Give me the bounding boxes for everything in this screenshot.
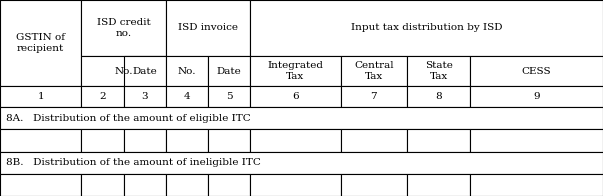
Bar: [81, 86, 124, 107]
Bar: [208, 56, 250, 86]
Bar: [250, 56, 341, 86]
Bar: [166, 0, 250, 56]
Text: State
Tax: State Tax: [425, 61, 453, 81]
Bar: [166, 56, 208, 86]
Text: 3: 3: [142, 92, 148, 101]
Text: ISD credit
no.: ISD credit no.: [96, 18, 151, 38]
Text: Integrated
Tax: Integrated Tax: [268, 61, 323, 81]
Bar: [470, 129, 603, 152]
Text: 9: 9: [534, 92, 540, 101]
Bar: [0, 0, 81, 86]
Bar: [124, 86, 166, 107]
Bar: [124, 56, 166, 86]
Text: 8A.   Distribution of the amount of eligible ITC: 8A. Distribution of the amount of eligib…: [6, 114, 251, 122]
Text: 2: 2: [99, 92, 106, 101]
Bar: [0, 86, 81, 107]
Bar: [124, 129, 166, 152]
Text: CESS: CESS: [522, 67, 552, 75]
Bar: [208, 129, 250, 152]
Text: 1: 1: [37, 92, 44, 101]
Bar: [124, 174, 166, 196]
Text: Date: Date: [216, 67, 242, 75]
Bar: [0, 152, 603, 174]
Bar: [0, 107, 603, 129]
Bar: [0, 174, 81, 196]
Text: 4: 4: [184, 92, 190, 101]
Bar: [166, 86, 208, 107]
Text: GSTIN of
recipient: GSTIN of recipient: [16, 34, 65, 53]
Bar: [250, 174, 341, 196]
Text: 6: 6: [292, 92, 298, 101]
Bar: [250, 0, 603, 56]
Text: ISD invoice: ISD invoice: [178, 24, 238, 32]
Bar: [470, 86, 603, 107]
Bar: [341, 129, 407, 152]
Bar: [250, 129, 341, 152]
Text: Input tax distribution by ISD: Input tax distribution by ISD: [351, 24, 502, 32]
Bar: [341, 56, 407, 86]
Bar: [470, 56, 603, 86]
Text: No.: No.: [178, 67, 196, 75]
Text: 7: 7: [371, 92, 377, 101]
Bar: [166, 174, 208, 196]
Text: Date: Date: [132, 67, 157, 75]
Bar: [407, 56, 470, 86]
Bar: [208, 86, 250, 107]
Bar: [407, 86, 470, 107]
Text: Central
Tax: Central Tax: [354, 61, 394, 81]
Bar: [470, 174, 603, 196]
Bar: [81, 174, 124, 196]
Text: 5: 5: [226, 92, 232, 101]
Bar: [407, 174, 470, 196]
Bar: [81, 0, 166, 56]
Bar: [341, 174, 407, 196]
Bar: [0, 129, 81, 152]
Bar: [250, 86, 341, 107]
Bar: [407, 129, 470, 152]
Bar: [81, 129, 124, 152]
Text: No.: No.: [115, 67, 133, 75]
Bar: [208, 174, 250, 196]
Bar: [341, 86, 407, 107]
Text: 8: 8: [435, 92, 442, 101]
Bar: [81, 56, 166, 86]
Text: 8B.   Distribution of the amount of ineligible ITC: 8B. Distribution of the amount of inelig…: [6, 159, 261, 167]
Bar: [166, 129, 208, 152]
